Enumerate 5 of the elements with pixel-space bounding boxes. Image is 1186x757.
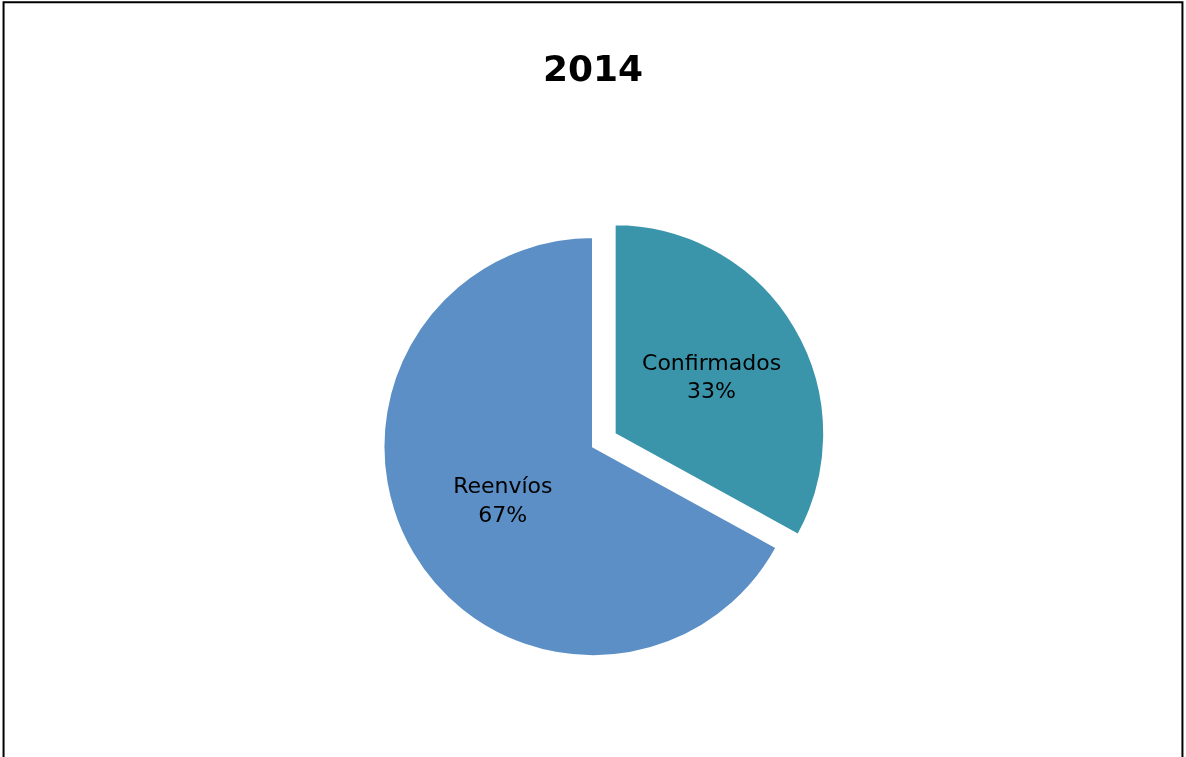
data-label: 33%: [687, 378, 737, 404]
slice-label: Reenvíos: [453, 473, 553, 499]
slice-label: Confirmados: [642, 349, 782, 375]
data-label: 67%: [478, 501, 528, 527]
chart-title: 2014: [542, 47, 644, 89]
